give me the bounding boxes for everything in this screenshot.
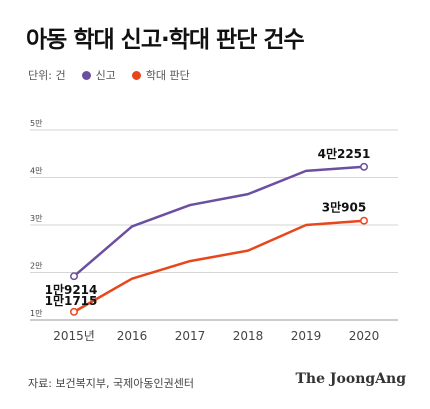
data-point — [360, 216, 368, 225]
data-point — [70, 272, 78, 281]
y-tick-label: 2만 — [30, 262, 43, 271]
data-label: 3만905 — [322, 200, 366, 215]
legend: 단위: 건 신고 학대 판단 — [28, 67, 190, 83]
y-tick-label: 3만 — [30, 214, 43, 223]
data-label: 1만1715 — [45, 293, 98, 308]
x-tick-label: 2020 — [349, 329, 380, 343]
x-tick-label: 2015년 — [53, 329, 95, 343]
series-line-1 — [73, 219, 365, 313]
data-label: 4만2251 — [318, 146, 371, 161]
legend-label-report: 신고 — [95, 69, 116, 82]
series-line-0 — [73, 165, 365, 278]
y-tick-label: 1만 — [30, 309, 43, 318]
x-tick-label: 2018 — [233, 329, 264, 343]
y-tick-label: 5만 — [30, 119, 43, 128]
publisher-logo: The JoongAng — [295, 371, 406, 387]
x-tick-label: 2019 — [291, 329, 322, 343]
legend-swatch-report — [81, 70, 91, 80]
y-tick-label: 4만 — [30, 167, 43, 176]
chart-title: 아동 학대 신고·학대 판단 건수 — [26, 27, 305, 53]
data-point — [70, 307, 78, 316]
source-note: 자료: 보건복지부, 국제아동인권센터 — [28, 377, 194, 390]
data-label: 1만9214 — [45, 282, 98, 297]
x-tick-label: 2017 — [175, 329, 206, 343]
legend-label-abuse: 학대 판단 — [145, 69, 190, 82]
x-tick-label: 2016 — [117, 329, 148, 343]
data-point — [360, 162, 368, 171]
legend-swatch-abuse — [131, 70, 141, 80]
unit-label: 단위: 건 — [28, 69, 66, 82]
